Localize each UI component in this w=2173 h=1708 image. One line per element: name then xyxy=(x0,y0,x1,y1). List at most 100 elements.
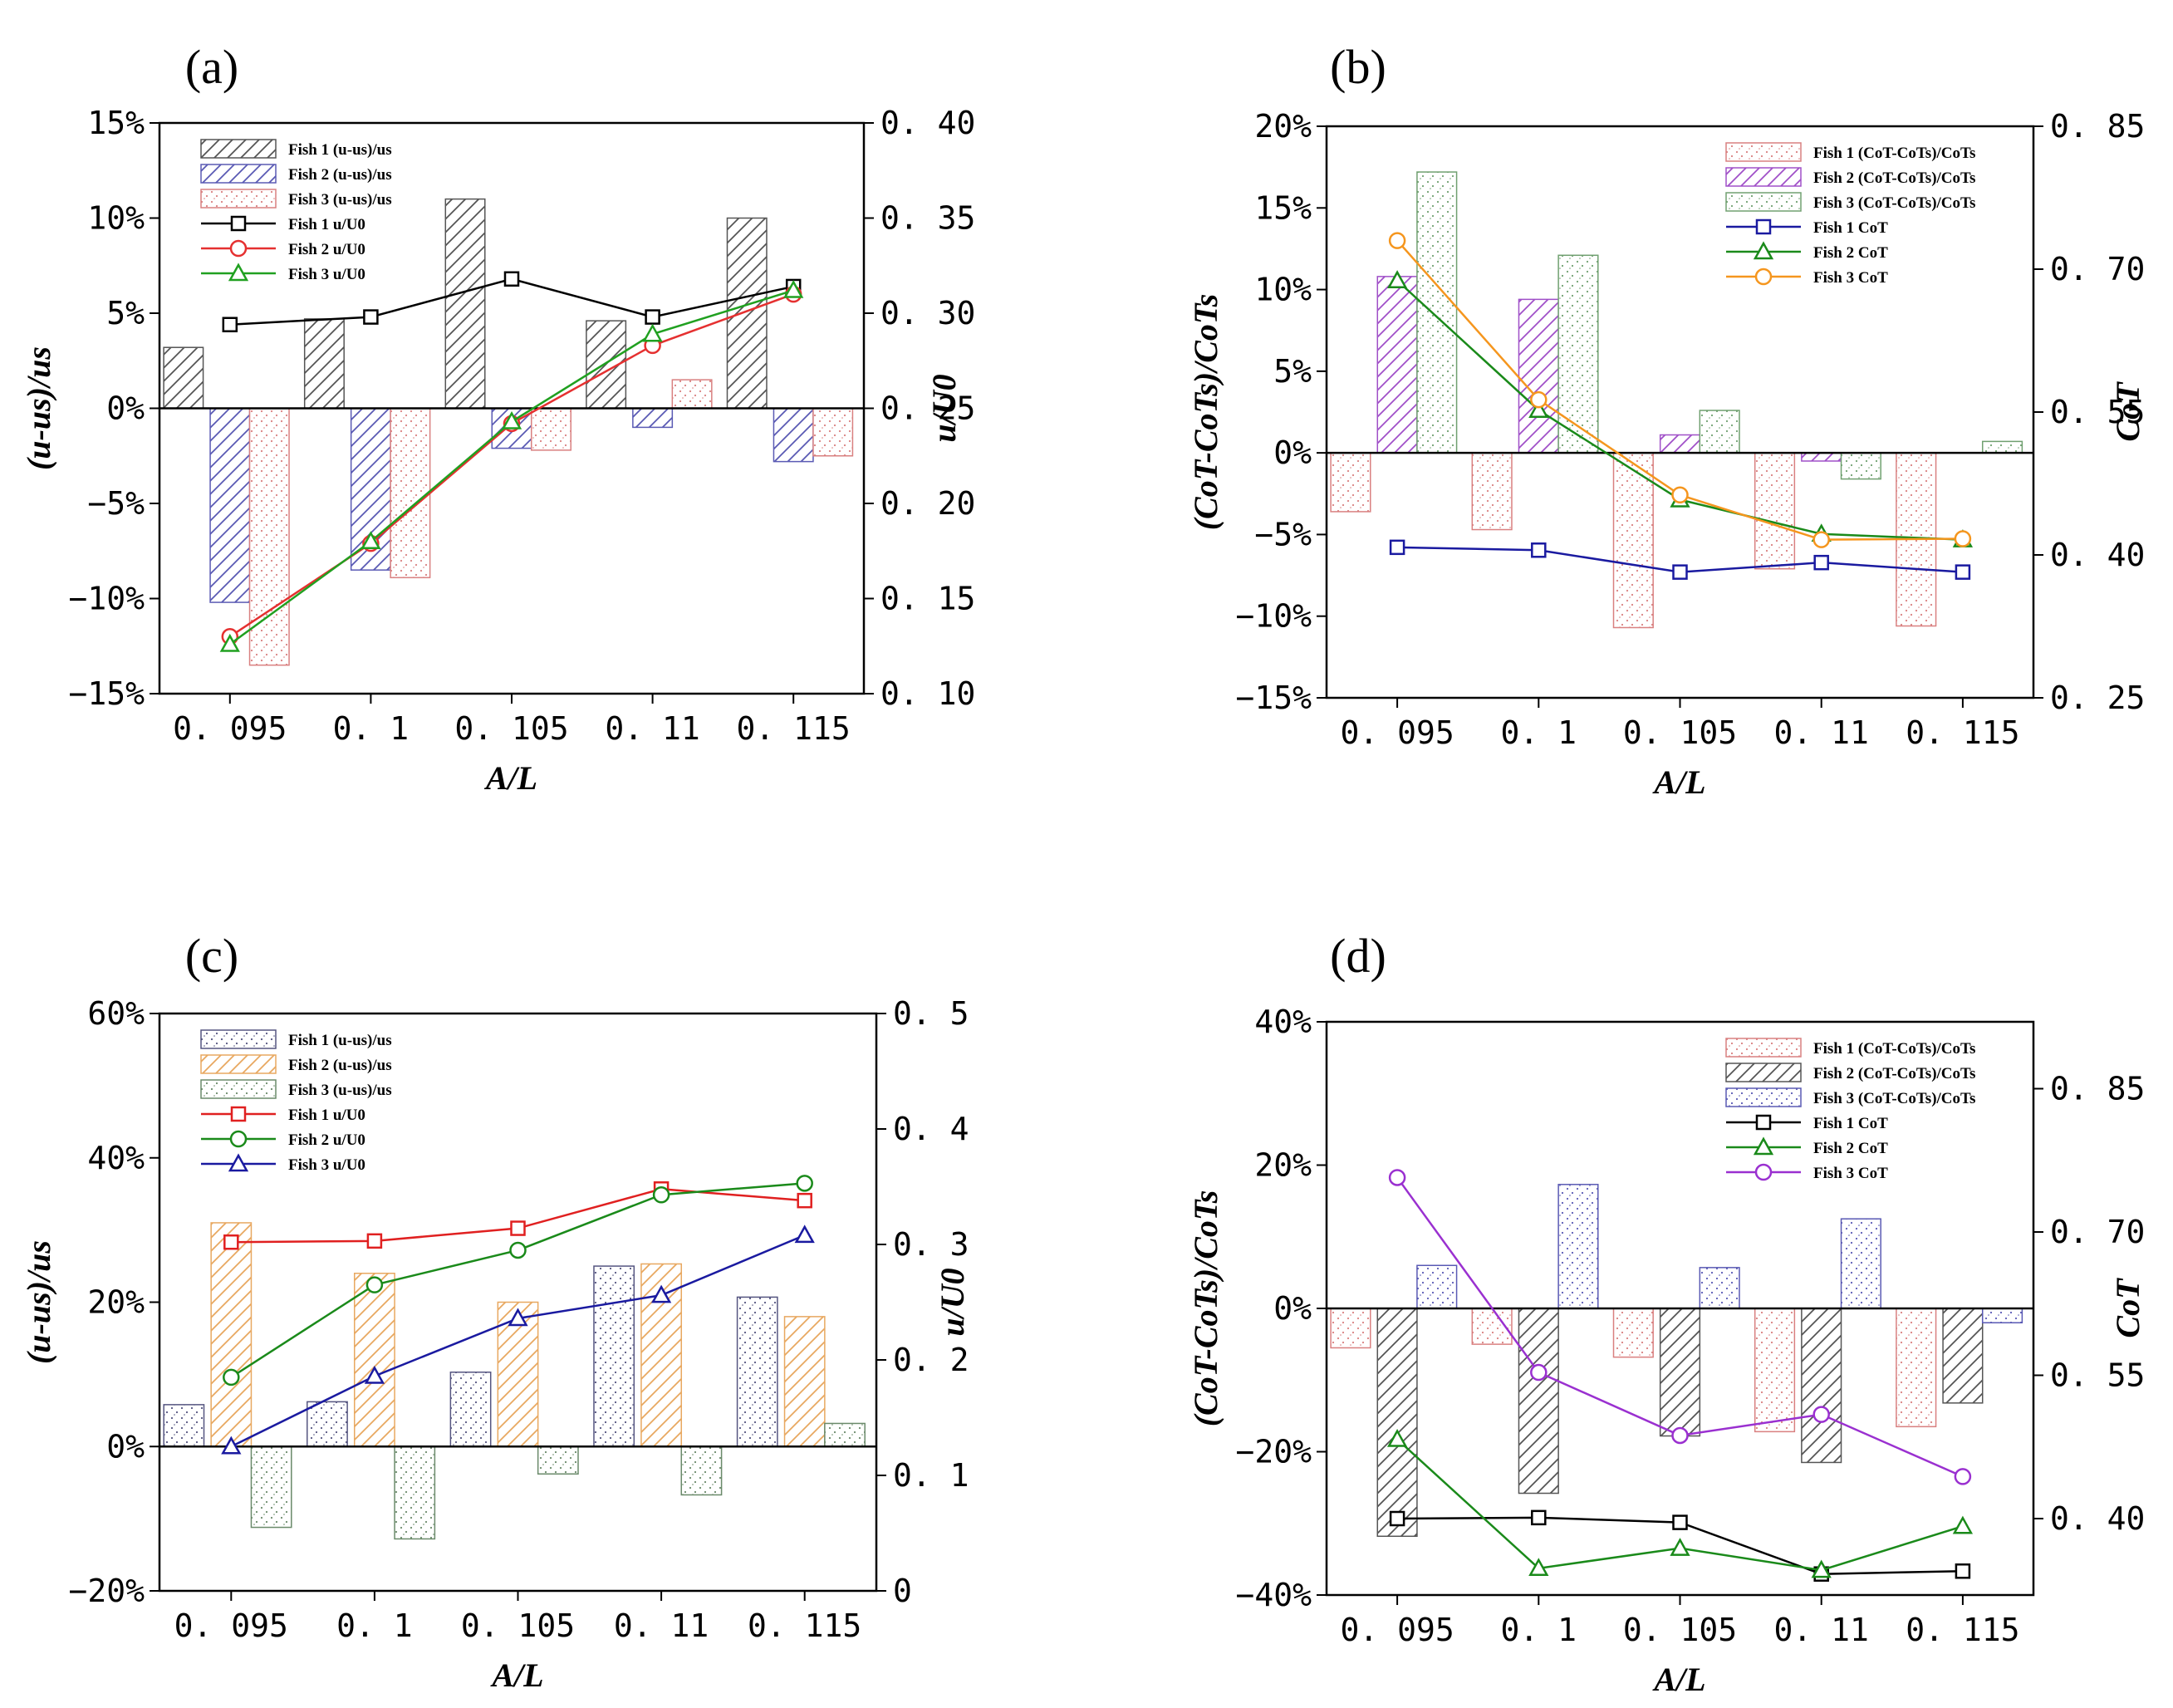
y2-tick-label: 0. 25 xyxy=(880,390,975,427)
bar xyxy=(1330,1308,1371,1349)
x-tick-label: 0. 1 xyxy=(336,1607,413,1644)
panel-b: (b) −15% −10% −5% 0% 5% 10% 15% 20% 0. 25 0. 40 0. … xyxy=(1187,40,2146,801)
data-point xyxy=(783,279,804,298)
data-point xyxy=(501,410,522,429)
data-point xyxy=(1386,270,1408,289)
bar xyxy=(812,407,854,457)
bar xyxy=(1981,440,2023,454)
y-tick-label: 10% xyxy=(1254,272,1312,308)
bar xyxy=(1840,452,1881,480)
bar xyxy=(783,1316,826,1447)
y2-tick-label: 0. 15 xyxy=(880,581,975,617)
legend-swatch xyxy=(1725,1063,1802,1082)
bar xyxy=(497,1301,539,1447)
data-point xyxy=(1386,1428,1408,1447)
y2-axis-label: u/U0 xyxy=(925,374,963,442)
y2-tick-label: 0. 40 xyxy=(2050,537,2145,573)
legend-marker xyxy=(1753,241,1774,260)
data-point xyxy=(797,1192,812,1209)
legend-label: Fish 2 (u-us)/us xyxy=(288,1057,392,1074)
x-tick-label: 0. 11 xyxy=(1774,1612,1869,1648)
y2-tick-label: 0. 85 xyxy=(2050,1071,2145,1107)
y-tick-label: −10% xyxy=(68,581,145,617)
bar xyxy=(1659,1308,1701,1437)
bar xyxy=(1518,298,1559,454)
y-tick-label: −15% xyxy=(1235,680,1312,716)
legend-label: Fish 1 (u-us)/us xyxy=(288,141,392,159)
data-point xyxy=(1952,1515,1974,1534)
legend-marker xyxy=(1755,218,1772,235)
data-point xyxy=(650,1284,672,1303)
y-tick-label: −20% xyxy=(1235,1434,1312,1470)
bar xyxy=(1518,1308,1559,1494)
data-point xyxy=(642,323,663,342)
x-tick-label: 0. 115 xyxy=(748,1607,861,1644)
y2-tick-label: 0. 70 xyxy=(2050,251,2145,287)
data-point xyxy=(1955,564,1971,580)
y2-tick-label: 0. 10 xyxy=(880,675,975,712)
x-tick-label: 0. 115 xyxy=(737,710,851,747)
x-tick-label: 0. 105 xyxy=(1623,1612,1737,1648)
legend-label: Fish 1 CoT xyxy=(1813,1115,1888,1132)
y-tick-label: 40% xyxy=(87,1140,145,1176)
legend-marker xyxy=(228,263,249,282)
data-point xyxy=(1388,232,1406,249)
x-tick-label: 0. 105 xyxy=(1623,714,1737,751)
data-point xyxy=(1530,390,1548,409)
y-tick-label: 20% xyxy=(1254,1147,1312,1184)
data-point xyxy=(1528,1558,1549,1577)
bar xyxy=(1981,1308,2023,1323)
y2-tick-label: 0. 1 xyxy=(893,1457,969,1494)
y2-axis-label: CoT xyxy=(2109,381,2146,442)
y-tick-label: −15% xyxy=(68,675,145,712)
legend-marker xyxy=(228,1153,249,1172)
data-point xyxy=(1672,1514,1688,1530)
y2-tick-label: 0. 55 xyxy=(2050,394,2145,430)
bar xyxy=(163,346,204,410)
panel-c: (c) −20% 0% 20% 40% 60% 0 0. 1 0. 2 0. 3 0. 4 0. 5 0… xyxy=(20,929,971,1694)
data-point xyxy=(1671,1426,1689,1445)
y2-axis-label: CoT xyxy=(2109,1278,2146,1338)
bar xyxy=(1801,452,1842,462)
y2-tick-label: 0. 35 xyxy=(880,200,975,237)
bar xyxy=(1376,276,1418,454)
y-tick-label: 0% xyxy=(106,1428,145,1465)
y2-tick-label: 0. 20 xyxy=(880,485,975,522)
panel-label: (b) xyxy=(1330,40,1386,94)
data-point xyxy=(652,1185,670,1204)
y2-tick-label: 0. 3 xyxy=(893,1226,969,1263)
legend-marker xyxy=(229,1130,248,1148)
legend-label: Fish 3 CoT xyxy=(1813,269,1888,287)
y-tick-label: 40% xyxy=(1254,1004,1312,1040)
legend-marker xyxy=(1755,1114,1772,1131)
y2-tick-label: 0. 85 xyxy=(2050,108,2145,145)
panel-label: (d) xyxy=(1330,929,1386,983)
legend-marker xyxy=(229,239,248,258)
legend-swatch xyxy=(200,1029,277,1049)
y-tick-label: 20% xyxy=(87,1284,145,1321)
data-point xyxy=(1531,542,1547,558)
y-axis-label: (CoT-CoTs)/CoTs xyxy=(1187,294,1224,531)
legend: Fish 1 (u-us)/us Fish 2 (u-us)/us Fish 3 (… xyxy=(200,1029,392,1174)
data-point xyxy=(1530,1363,1548,1382)
bar xyxy=(736,1296,778,1447)
legend-label: Fish 3 u/U0 xyxy=(288,1156,365,1174)
legend-label: Fish 2 u/U0 xyxy=(288,241,365,258)
bar xyxy=(1699,410,1740,454)
y-tick-label: 0% xyxy=(1273,434,1312,471)
legend: Fish 1 (CoT-CoTs)/CoTs Fish 2 (CoT-CoTs)/… xyxy=(1725,142,1975,287)
x-axis-label: A/L xyxy=(1651,1661,1705,1698)
bar xyxy=(307,1401,348,1447)
y-tick-label: 20% xyxy=(1254,108,1312,145)
data-point xyxy=(503,271,520,287)
bar xyxy=(726,217,768,410)
legend-label: Fish 1 u/U0 xyxy=(288,216,365,233)
data-point xyxy=(221,1436,242,1455)
data-point xyxy=(222,317,238,332)
legend-label: Fish 1 (CoT-CoTs)/CoTs xyxy=(1813,145,1975,162)
legend-swatch xyxy=(200,1079,277,1099)
data-point xyxy=(510,1220,526,1236)
bar xyxy=(163,1404,205,1448)
data-point xyxy=(365,1276,384,1293)
x-axis-label: A/L xyxy=(1651,763,1705,801)
